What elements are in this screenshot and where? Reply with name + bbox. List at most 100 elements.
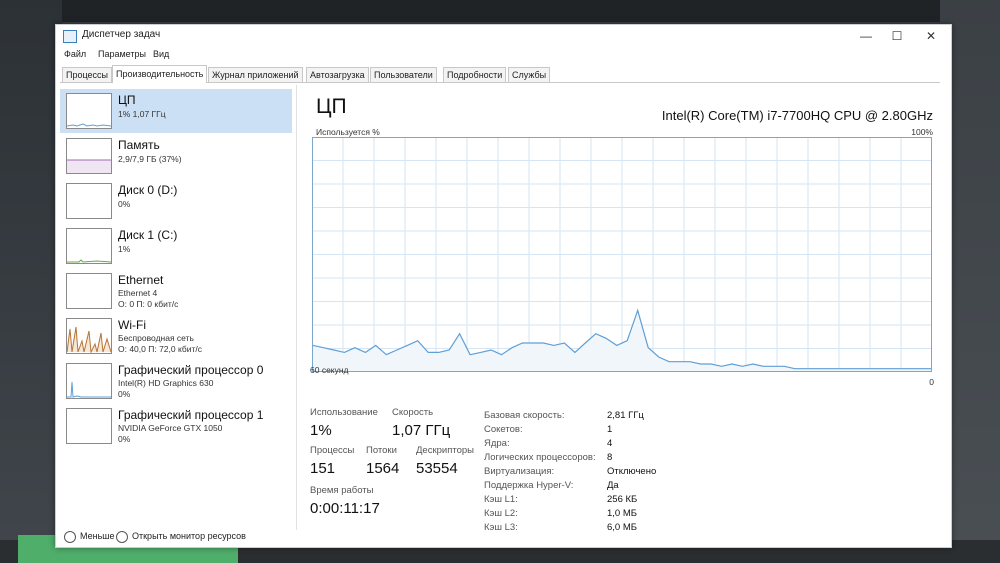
usage-value: 1%	[310, 422, 332, 439]
gpu-0-thumbnail	[66, 363, 112, 399]
menu-file[interactable]: Файл	[64, 49, 87, 59]
cpu-usage-line	[312, 308, 931, 370]
sidebar-item-usage: 0%	[118, 389, 131, 399]
background-top	[0, 0, 1000, 22]
sidebar-item-detail: Ethernet 4	[118, 288, 158, 298]
tab-startup[interactable]: Автозагрузка	[306, 67, 369, 82]
processes-value: 151	[310, 460, 336, 477]
sidebar-item-detail: 1% 1,07 ГГц	[118, 109, 166, 119]
gpu-1-thumbnail	[66, 408, 112, 444]
l1-cache-label: Кэш L1:	[484, 494, 518, 505]
sidebar-item-name: Графический процессор 0	[118, 363, 264, 377]
graph-time-label: 60 секунд	[310, 365, 349, 375]
graph-grid	[313, 138, 931, 371]
sidebar-item-memory[interactable]: Память 2,9/7,9 ГБ (37%)	[60, 134, 292, 178]
base-speed-label: Базовая скорость:	[484, 410, 565, 421]
sidebar-item-name: Память	[118, 138, 160, 152]
logical-processors-value: 8	[607, 452, 613, 463]
menu-bar: Файл Параметры Вид	[56, 47, 951, 63]
handles-label: Дескрипторы	[416, 445, 474, 456]
sidebar-item-cpu[interactable]: ЦП 1% 1,07 ГГц	[60, 89, 292, 133]
open-resource-monitor-link[interactable]: Открыть монитор ресурсов	[132, 531, 246, 541]
sockets-value: 1	[607, 424, 613, 435]
pane-divider[interactable]	[296, 85, 297, 530]
fewer-details-link[interactable]: Меньше	[80, 531, 115, 541]
graph-y-label: Используется %	[316, 127, 380, 137]
graph-min-label: 0	[929, 377, 934, 387]
ethernet-thumbnail	[66, 273, 112, 309]
wifi-thumbnail	[66, 318, 112, 354]
task-manager-icon	[63, 30, 77, 43]
sidebar-item-throughput: О: 40,0 П: 72,0 кбит/с	[118, 344, 203, 354]
sidebar-item-detail: NVIDIA GeForce GTX 1050	[118, 423, 223, 433]
base-speed-value: 2,81 ГГц	[607, 410, 644, 421]
sidebar-item-gpu-0[interactable]: Графический процессор 0 Intel(R) HD Grap…	[60, 359, 292, 403]
graph-max-label: 100%	[911, 127, 933, 137]
cores-label: Ядра:	[484, 438, 510, 449]
hyper-v-value: Да	[607, 480, 619, 491]
window-title: Диспетчер задач	[82, 29, 161, 40]
tab-processes[interactable]: Процессы	[62, 67, 113, 82]
sidebar-item-detail: 0%	[118, 199, 131, 209]
l3-cache-value: 6,0 МБ	[607, 522, 637, 533]
cpu-detail-pane: ЦП Intel(R) Core(TM) i7-7700HQ CPU @ 2.8…	[306, 85, 941, 533]
virtualization-value: Отключено	[607, 466, 657, 477]
tab-details[interactable]: Подробности	[443, 67, 507, 82]
sidebar-item-name: Диск 0 (D:)	[118, 183, 178, 197]
processes-label: Процессы	[310, 445, 355, 456]
handles-value: 53554	[416, 460, 458, 477]
resource-monitor-icon	[116, 531, 128, 543]
sidebar-item-gpu-1[interactable]: Графический процессор 1 NVIDIA GeForce G…	[60, 404, 292, 448]
footer-bar: Меньше Открыть монитор ресурсов	[56, 527, 951, 547]
l3-cache-label: Кэш L3:	[484, 522, 518, 533]
sidebar-item-name: Диск 1 (C:)	[118, 228, 178, 242]
virtualization-label: Виртуализация:	[484, 466, 555, 477]
cpu-usage-graph	[312, 137, 932, 372]
close-button[interactable]: ✕	[925, 29, 937, 43]
sidebar-item-name: Wi-Fi	[118, 318, 146, 332]
threads-value: 1564	[366, 460, 400, 477]
sidebar-item-name: Ethernet	[118, 273, 164, 287]
threads-label: Потоки	[366, 445, 397, 456]
l2-cache-value: 1,0 МБ	[607, 508, 637, 519]
disk-0-thumbnail	[66, 183, 112, 219]
menu-options[interactable]: Параметры	[98, 49, 146, 59]
speed-value: 1,07 ГГц	[392, 422, 451, 439]
sidebar-item-throughput: О: 0 П: 0 кбит/с	[118, 299, 179, 309]
hyper-v-label: Поддержка Hyper-V:	[484, 480, 574, 491]
minimize-button[interactable]: —	[860, 29, 872, 43]
resource-sidebar: ЦП 1% 1,07 ГГц Память 2,9/7,9 ГБ (37%) Д…	[56, 85, 296, 525]
usage-label: Использование	[310, 407, 378, 418]
uptime-label: Время работы	[310, 485, 374, 496]
sidebar-item-detail: Intel(R) HD Graphics 630	[118, 378, 214, 388]
tab-users[interactable]: Пользователи	[370, 67, 437, 82]
sidebar-item-disk-0[interactable]: Диск 0 (D:) 0%	[60, 179, 292, 223]
cpu-thumbnail	[66, 93, 112, 129]
cores-value: 4	[607, 438, 613, 449]
title-bar: Диспетчер задач — ☐ ✕	[56, 25, 951, 47]
sidebar-item-name: Графический процессор 1	[118, 408, 264, 422]
background-left	[0, 0, 62, 563]
cpu-model-name: Intel(R) Core(TM) i7-7700HQ CPU @ 2.80GH…	[661, 108, 933, 123]
sidebar-item-name: ЦП	[118, 93, 136, 107]
l2-cache-label: Кэш L2:	[484, 508, 518, 519]
sockets-label: Сокетов:	[484, 424, 523, 435]
page-title: ЦП	[316, 95, 347, 118]
sidebar-item-wifi[interactable]: Wi-Fi Беспроводная сеть О: 40,0 П: 72,0 …	[60, 314, 292, 358]
memory-thumbnail	[66, 138, 112, 174]
menu-view[interactable]: Вид	[153, 49, 170, 59]
sidebar-item-detail: 1%	[118, 244, 131, 254]
tab-app-history[interactable]: Журнал приложений	[208, 67, 303, 82]
tab-performance[interactable]: Производительность	[112, 65, 208, 83]
disk-1-thumbnail	[66, 228, 112, 264]
cpu-usage-area	[313, 310, 931, 371]
sidebar-item-detail: 2,9/7,9 ГБ (37%)	[118, 154, 182, 164]
tab-bar: Процессы Производительность Журнал прило…	[60, 65, 940, 83]
sidebar-item-ethernet[interactable]: Ethernet Ethernet 4 О: 0 П: 0 кбит/с	[60, 269, 292, 313]
tab-services[interactable]: Службы	[508, 67, 551, 82]
logical-processors-label: Логических процессоров:	[484, 452, 596, 463]
sidebar-item-disk-1[interactable]: Диск 1 (C:) 1%	[60, 224, 292, 268]
maximize-button[interactable]: ☐	[891, 29, 903, 43]
chevron-up-icon[interactable]	[64, 531, 76, 543]
uptime-value: 0:00:11:17	[310, 500, 380, 517]
